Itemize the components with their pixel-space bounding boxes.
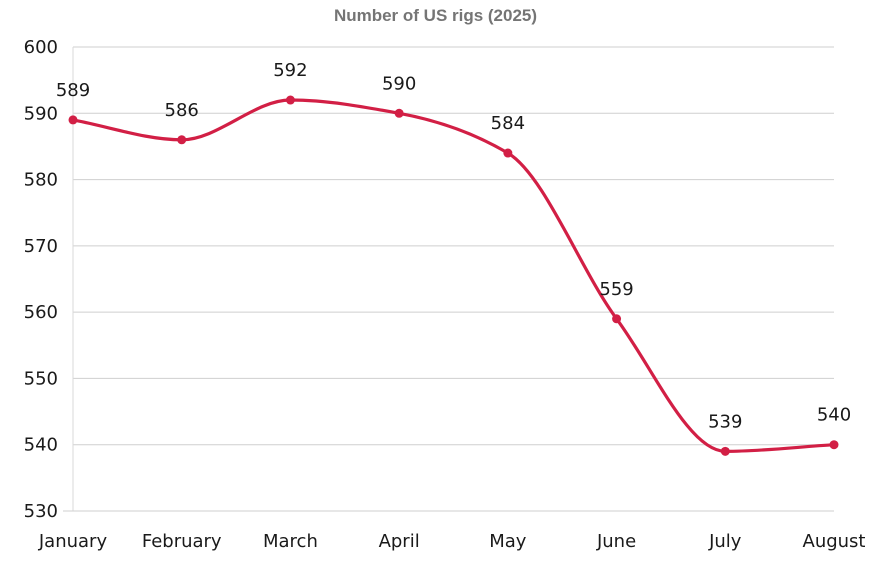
data-label: 589	[56, 80, 90, 101]
series-line	[71, 98, 836, 453]
x-tick-label: July	[708, 531, 742, 552]
series	[68, 95, 839, 456]
x-tick-label: June	[596, 531, 636, 552]
x-axis-tick-labels: January February March April May June July Augu…	[38, 531, 866, 552]
chart-title: Number of US rigs (2025)	[333, 6, 538, 25]
data-label: 539	[708, 411, 742, 432]
data-label: 559	[599, 279, 633, 300]
x-tick-label: February	[142, 531, 222, 552]
data-point	[503, 148, 513, 158]
data-point	[177, 135, 187, 145]
x-tick-label: August	[803, 531, 866, 552]
data-point	[612, 314, 622, 324]
y-tick-label: 540	[24, 435, 58, 456]
data-point	[68, 115, 78, 125]
x-tick-label: January	[38, 531, 108, 552]
y-tick-label: 560	[24, 302, 58, 323]
y-tick-label: 590	[24, 103, 58, 124]
y-tick-label: 550	[24, 368, 58, 389]
y-tick-label: 580	[24, 170, 58, 191]
data-point	[285, 95, 295, 105]
data-label: 592	[273, 60, 307, 81]
y-tick-label: 570	[24, 236, 58, 257]
x-tick-label: April	[379, 531, 420, 552]
data-point	[829, 440, 839, 450]
data-labels: 589 586 592 590 584 559 539 540	[56, 60, 851, 432]
data-label: 540	[817, 405, 851, 426]
data-label: 586	[165, 100, 199, 121]
data-point	[720, 446, 730, 456]
y-axis-tick-labels: 530 540 550 560 570 580 590 600	[24, 37, 58, 522]
data-label: 590	[382, 73, 416, 94]
y-tick-label: 530	[24, 501, 58, 522]
y-tick-label: 600	[24, 37, 58, 58]
data-point	[394, 108, 404, 118]
data-label: 584	[491, 113, 525, 134]
x-tick-label: March	[263, 531, 318, 552]
x-tick-label: May	[489, 531, 527, 552]
